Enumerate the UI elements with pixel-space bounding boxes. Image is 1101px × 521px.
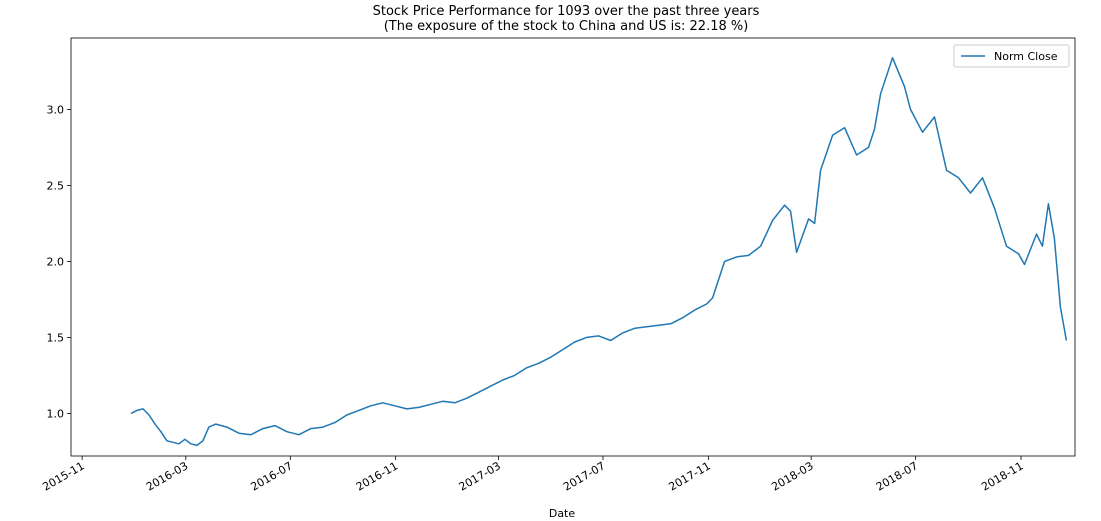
x-tick-label: 2018-07 [874,459,920,493]
chart-title: Stock Price Performance for 1093 over th… [373,4,760,19]
line-layer [130,57,1068,447]
y-tick-label: 2.5 [47,179,65,192]
x-tick-label: 2017-11 [667,459,713,493]
y-tick-label: 3.0 [47,103,65,116]
legend-box [953,44,1070,68]
x-tick-label: 2016-11 [354,459,400,493]
x-tick-label: 2018-03 [769,459,815,493]
x-tick-label: 2017-03 [457,459,503,493]
x-tick-label: 2016-07 [248,459,294,493]
x-tick-label: 2015-11 [40,459,86,493]
legend: Norm Close [953,44,1070,68]
x-tick-label: 2016-03 [144,459,190,493]
y-tick-label: 1.5 [47,331,65,344]
y-tick-label: 2.0 [47,255,65,268]
chart-subtitle: (The exposure of the stock to China and … [384,19,749,34]
x-axis-label: Date [549,507,576,520]
x-tick-label: 2018-11 [979,459,1025,493]
ticks-layer: 2015-11 2016-03 2016-07 2016-11 2017-03 2017-… [40,103,1025,493]
y-tick-label: 1.0 [47,407,65,420]
x-tick-label: 2017-07 [561,459,607,493]
series-line-norm-close [130,57,1068,447]
legend-label-norm-close: Norm Close [994,50,1058,63]
plot-area-frame [70,37,1076,457]
